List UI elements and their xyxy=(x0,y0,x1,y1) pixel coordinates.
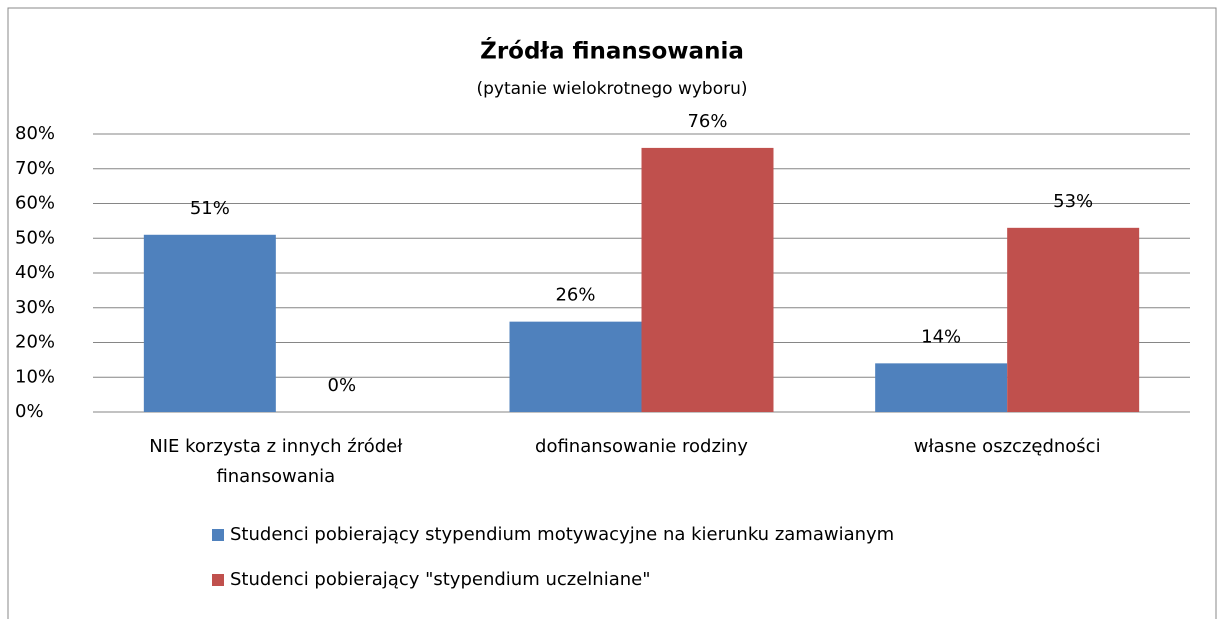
y-tick-label: 50% xyxy=(15,227,55,248)
x-tick-label: własne oszczędności xyxy=(913,436,1101,457)
x-tick-label: dofinansowanie rodziny xyxy=(535,436,748,457)
y-tick-label: 0% xyxy=(15,401,44,422)
chart-subtitle: (pytanie wielokrotnego wyboru) xyxy=(476,79,747,99)
legend-label: Studenci pobierający "stypendium uczelni… xyxy=(230,569,651,590)
data-label: 0% xyxy=(328,375,357,396)
y-tick-label: 10% xyxy=(15,366,55,387)
bar xyxy=(875,363,1008,412)
y-tick-label: 40% xyxy=(15,262,55,283)
data-label: 76% xyxy=(687,111,727,132)
bar xyxy=(509,321,642,412)
y-tick-label: 70% xyxy=(15,158,55,179)
chart-frame xyxy=(7,7,1217,619)
legend-label: Studenci pobierający stypendium motywacy… xyxy=(230,524,894,545)
bar xyxy=(1007,227,1140,412)
chart-title: Źródła finansowania xyxy=(480,37,744,65)
data-label: 53% xyxy=(1053,191,1093,212)
y-tick-label: 60% xyxy=(15,193,55,214)
y-tick-label: 20% xyxy=(15,332,55,353)
bar xyxy=(641,147,774,412)
data-label: 51% xyxy=(190,198,230,219)
legend-swatch xyxy=(212,529,224,541)
x-tick-label: NIE korzysta z innych źródeł finansowani… xyxy=(149,436,403,487)
y-tick-label: 80% xyxy=(15,123,55,144)
data-label: 26% xyxy=(555,285,595,306)
y-tick-label: 30% xyxy=(15,297,55,318)
legend-swatch xyxy=(212,574,224,586)
bar xyxy=(143,234,276,412)
data-label: 14% xyxy=(921,326,961,347)
